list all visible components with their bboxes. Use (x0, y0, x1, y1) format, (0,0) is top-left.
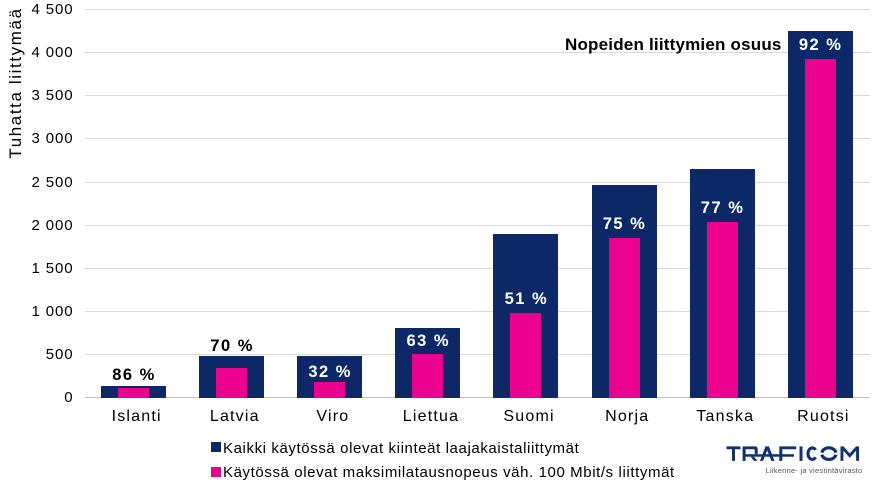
svg-text:Liikenne- ja viestintävirasto: Liikenne- ja viestintävirasto (766, 466, 863, 475)
